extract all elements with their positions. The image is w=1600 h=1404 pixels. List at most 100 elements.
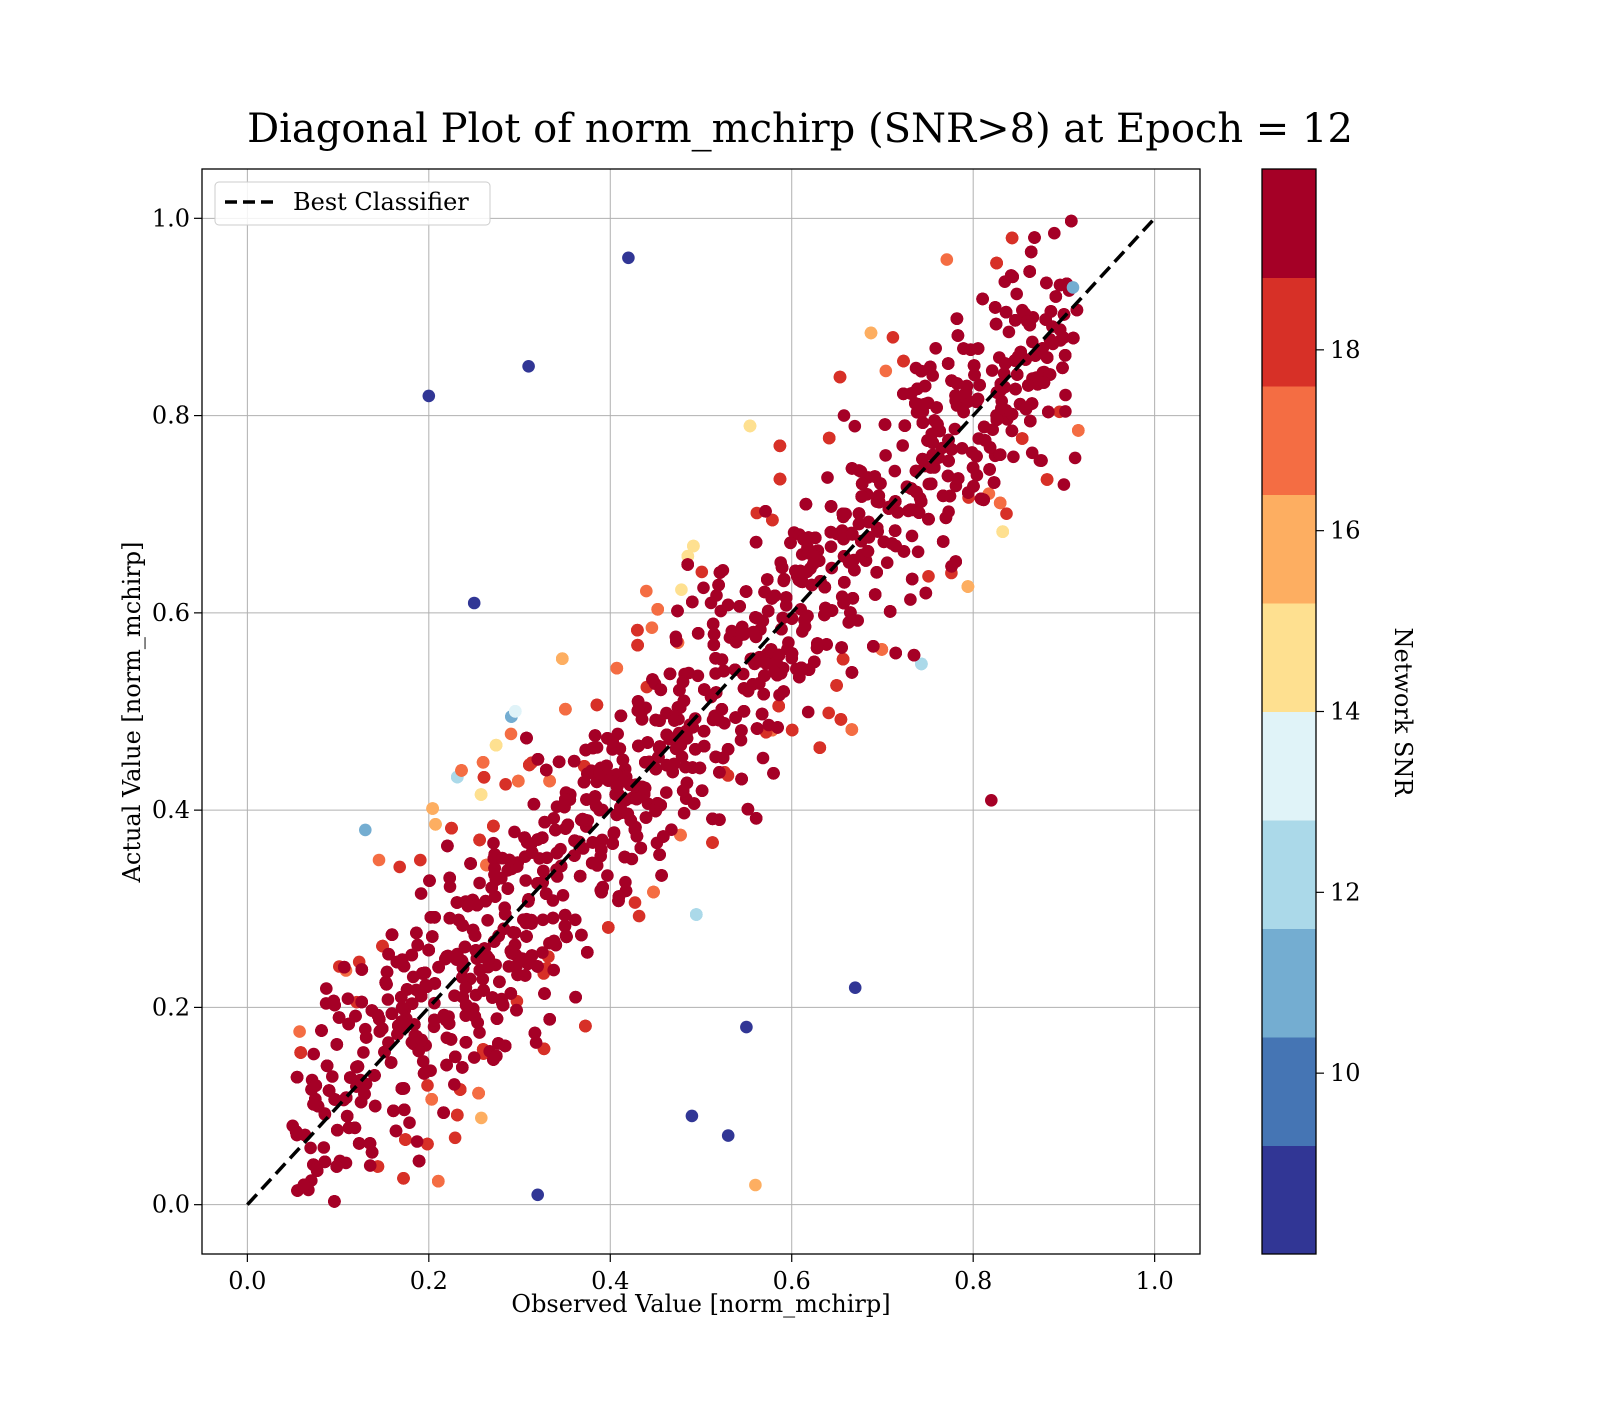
scatter-point <box>443 880 457 893</box>
scatter-point <box>749 1178 762 1192</box>
scatter-point <box>1025 446 1039 460</box>
scatter-point <box>671 604 684 618</box>
scatter-point <box>966 461 980 475</box>
scatter-point <box>713 766 726 779</box>
scatter-point <box>945 443 958 456</box>
scatter-point <box>677 694 691 708</box>
scatter-point <box>651 603 664 616</box>
scatter-point <box>550 846 564 860</box>
scatter-point <box>802 663 816 676</box>
scatter-point <box>654 683 668 697</box>
scatter-point <box>735 628 748 641</box>
scatter-point <box>777 685 790 698</box>
scatter-point <box>905 572 919 586</box>
scatter-point <box>861 545 875 558</box>
scatter-point <box>448 1078 461 1091</box>
scatter-point <box>878 418 892 431</box>
scatter-point <box>576 812 589 826</box>
scatter-point <box>925 427 939 441</box>
scatter-point <box>581 946 594 959</box>
scatter-point <box>630 792 643 806</box>
scatter-point <box>549 823 562 837</box>
scatter-point <box>421 1079 434 1092</box>
scatter-point <box>761 573 774 586</box>
scatter-point <box>868 470 882 483</box>
scatter-point <box>1059 405 1072 418</box>
scatter-point <box>415 1033 428 1047</box>
scatter-point <box>888 464 902 478</box>
scatter-point <box>864 326 878 340</box>
scatter-point <box>957 405 970 419</box>
scatter-point <box>428 977 442 990</box>
scatter-point <box>416 967 429 980</box>
scatter-point <box>631 623 644 637</box>
scatter-point <box>922 570 935 583</box>
scatter-point <box>777 573 791 586</box>
scatter-point <box>634 841 648 855</box>
scatter-point <box>520 731 533 745</box>
scatter-point <box>1015 432 1029 445</box>
scatter-point <box>477 984 490 997</box>
scatter-point <box>1066 281 1080 294</box>
scatter-point <box>715 703 729 716</box>
scatter-point <box>558 919 572 933</box>
scatter-point <box>595 885 608 899</box>
scatter-point <box>327 994 341 1008</box>
scatter-point <box>911 545 925 559</box>
scatter-point <box>996 525 1009 538</box>
scatter-point <box>691 627 705 640</box>
scatter-point <box>509 705 522 718</box>
scatter-point <box>897 387 910 401</box>
scatter-point <box>459 998 473 1012</box>
colorbar-segment <box>1262 1145 1316 1255</box>
scatter-point <box>1002 325 1016 339</box>
scatter-point <box>490 1049 503 1063</box>
scatter-point <box>936 489 950 503</box>
y-tick-label: 0.8 <box>152 402 190 430</box>
scatter-point <box>614 801 627 814</box>
scatter-point <box>772 699 785 713</box>
scatter-point <box>307 1047 321 1061</box>
scatter-point <box>445 821 458 835</box>
scatter-point <box>632 909 646 923</box>
scatter-point <box>320 1059 334 1073</box>
scatter-point <box>1057 478 1071 491</box>
scatter-point <box>425 1093 439 1106</box>
scatter-point <box>889 539 902 553</box>
scatter-point <box>740 1020 753 1034</box>
scatter-point <box>330 1160 344 1173</box>
scatter-point <box>359 1031 373 1044</box>
scatter-point <box>896 439 909 452</box>
scatter-point <box>1026 335 1039 349</box>
scatter-point <box>824 500 838 513</box>
scatter-point <box>1065 214 1078 228</box>
scatter-point <box>687 797 701 810</box>
scatter-point <box>1057 331 1070 345</box>
colorbar-segment <box>1262 277 1316 387</box>
scatter-point <box>1067 331 1080 345</box>
scatter-point <box>307 1158 320 1171</box>
scatter-point <box>475 1111 488 1125</box>
scatter-point <box>977 493 990 507</box>
scatter-point <box>538 987 551 1000</box>
scatter-point <box>686 595 699 609</box>
scatter-point <box>395 990 408 1004</box>
scatter-point <box>799 497 813 511</box>
scatter-point <box>456 1061 469 1074</box>
scatter-point <box>968 368 981 382</box>
scatter-point <box>821 471 834 484</box>
scatter-point <box>848 981 862 994</box>
scatter-point <box>575 928 588 942</box>
best-classifier-line <box>246 217 1156 1206</box>
scatter-point <box>768 665 781 679</box>
scatter-point <box>455 954 469 968</box>
scatter-point <box>735 772 748 786</box>
scatter-point <box>540 851 554 865</box>
scatter-point <box>1000 507 1013 520</box>
scatter-point <box>1048 226 1061 240</box>
scatter-point <box>543 1013 556 1026</box>
scatter-point <box>320 982 333 995</box>
scatter-point <box>1024 414 1037 428</box>
scatter-point <box>855 490 868 503</box>
